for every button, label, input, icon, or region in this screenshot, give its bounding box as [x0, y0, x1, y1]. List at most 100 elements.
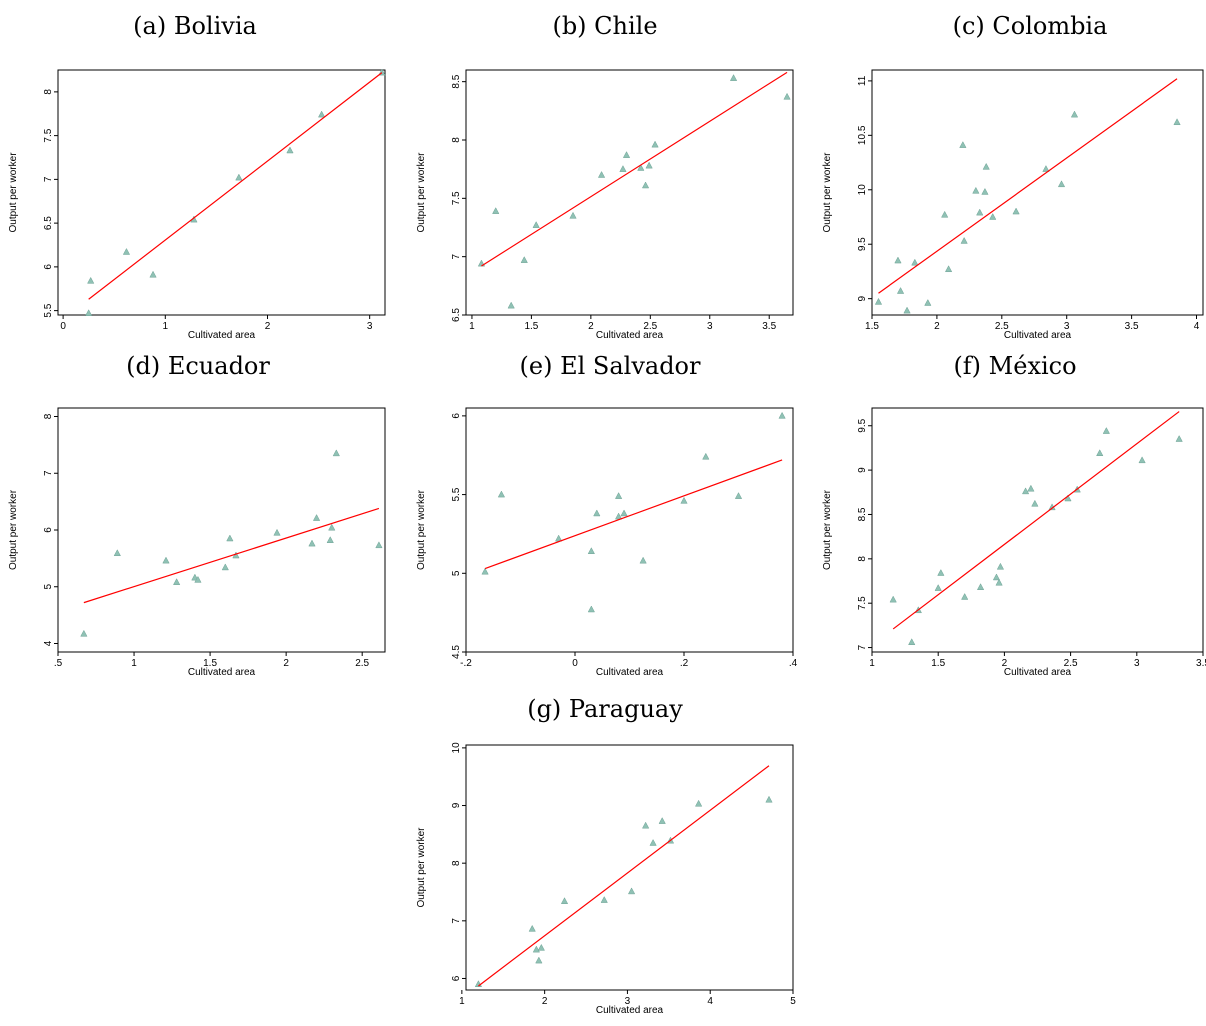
data-point [996, 562, 1005, 570]
y-axis-label: Output per worker [416, 489, 427, 570]
data-point [507, 301, 515, 309]
data-point [235, 173, 243, 181]
scatter-panel: .5 1 1.5 2 2.5 4 5 6 7 8 Cultivated area Output per… [8, 407, 386, 678]
data-point [1070, 110, 1079, 118]
x-tick-label: .2 [680, 658, 689, 669]
data-point [976, 583, 985, 590]
y-axis-label: Output per worker [8, 489, 19, 570]
x-axis-label: Cultivated area [1004, 330, 1072, 341]
y-tick-label: 7.5 [43, 128, 54, 142]
y-tick-label: 8 [43, 89, 54, 95]
x-tick-label: 3.5 [1125, 321, 1139, 332]
panel-caption: (c) Colombia [952, 12, 1108, 40]
data-point [729, 74, 738, 81]
x-tick-label: -.2 [460, 658, 472, 669]
plot-frame [465, 407, 794, 653]
data-point [989, 212, 997, 220]
data-point [1012, 207, 1020, 215]
data-point [889, 595, 897, 603]
y-tick-label: 7.5 [451, 191, 462, 205]
data-point [734, 492, 743, 499]
data-point [528, 924, 536, 932]
data-point [783, 92, 791, 100]
data-point [497, 490, 506, 498]
x-tick-label: 1.5 [203, 658, 217, 669]
data-point [537, 943, 545, 951]
data-point [326, 536, 334, 543]
scatter-panel: 1.5 2 2.5 3 3.5 4 9 9.5 10 10.5 11 Cultivated area O… [822, 69, 1204, 341]
plot-frame [871, 69, 1204, 316]
data-point [1138, 456, 1146, 464]
x-tick-label: 2.5 [643, 321, 657, 332]
data-point [1021, 487, 1030, 495]
data-point [221, 563, 229, 571]
fit-line [892, 411, 1180, 630]
data-point [622, 151, 631, 158]
y-tick-label: 6 [451, 975, 462, 981]
plot-frame [57, 69, 386, 316]
data-point [87, 276, 95, 284]
y-axis-label: Output per worker [416, 152, 427, 233]
data-point [328, 523, 336, 531]
data-point [587, 547, 595, 555]
data-point [520, 256, 528, 263]
y-tick-label: 9.5 [857, 418, 868, 432]
data-point [695, 799, 703, 807]
x-tick-label: 2.5 [355, 658, 369, 669]
y-tick-label: 7.5 [857, 596, 868, 610]
data-point [569, 211, 577, 219]
x-tick-label: 3 [1064, 321, 1070, 332]
data-point [332, 449, 340, 457]
data-point [614, 492, 623, 499]
x-tick-label: 2 [542, 996, 548, 1007]
scatter-panel: 0 1 2 3 5.5 6 6.5 7 7.5 8 Cultivated area Output pe… [8, 68, 386, 341]
y-tick-label: 5.5 [43, 303, 54, 317]
y-tick-label: 9 [451, 802, 462, 808]
y-tick-label: 7 [43, 176, 54, 182]
y-tick-label: 8 [451, 860, 462, 866]
x-tick-label: 2 [265, 321, 271, 332]
x-tick-label: 4 [1194, 321, 1200, 332]
data-point [637, 163, 645, 171]
data-point [1042, 165, 1050, 172]
x-tick-label: 2 [1002, 658, 1008, 669]
y-axis-label: Output per worker [416, 827, 427, 908]
x-tick-label: 1 [869, 658, 875, 669]
data-point [641, 181, 650, 189]
data-point [85, 309, 93, 316]
data-point [273, 528, 281, 536]
data-point [639, 556, 647, 564]
data-point [702, 452, 710, 460]
y-axis-label: Output per worker [822, 489, 833, 570]
data-point [908, 638, 916, 645]
x-tick-label: 3 [367, 321, 373, 332]
data-point [981, 187, 989, 195]
fit-line [88, 72, 383, 300]
x-tick-label: 1.5 [524, 321, 538, 332]
y-axis-label: Output per worker [8, 152, 19, 233]
data-point [375, 541, 383, 549]
y-tick-label: 8.5 [857, 507, 868, 521]
data-point [992, 573, 1001, 581]
data-point [597, 170, 606, 178]
data-point [982, 162, 990, 170]
x-tick-label: .5 [54, 658, 63, 669]
y-tick-label: 9 [857, 295, 868, 301]
data-point [944, 265, 953, 273]
x-tick-label: 2 [934, 321, 940, 332]
x-tick-label: 1 [469, 321, 475, 332]
data-point [587, 605, 595, 613]
x-tick-label: .4 [789, 658, 798, 669]
data-point [1175, 435, 1183, 442]
x-tick-label: 3 [625, 996, 631, 1007]
data-point [173, 578, 181, 585]
panel-caption: (g) Paraguay [527, 695, 683, 723]
panel-caption: (f) México [953, 352, 1077, 380]
y-tick-label: 5.5 [451, 487, 462, 501]
data-point [620, 509, 628, 517]
x-axis-label: Cultivated area [596, 1005, 664, 1016]
x-tick-label: 1 [131, 658, 137, 669]
data-point [318, 110, 326, 118]
y-tick-label: 8 [43, 413, 54, 419]
